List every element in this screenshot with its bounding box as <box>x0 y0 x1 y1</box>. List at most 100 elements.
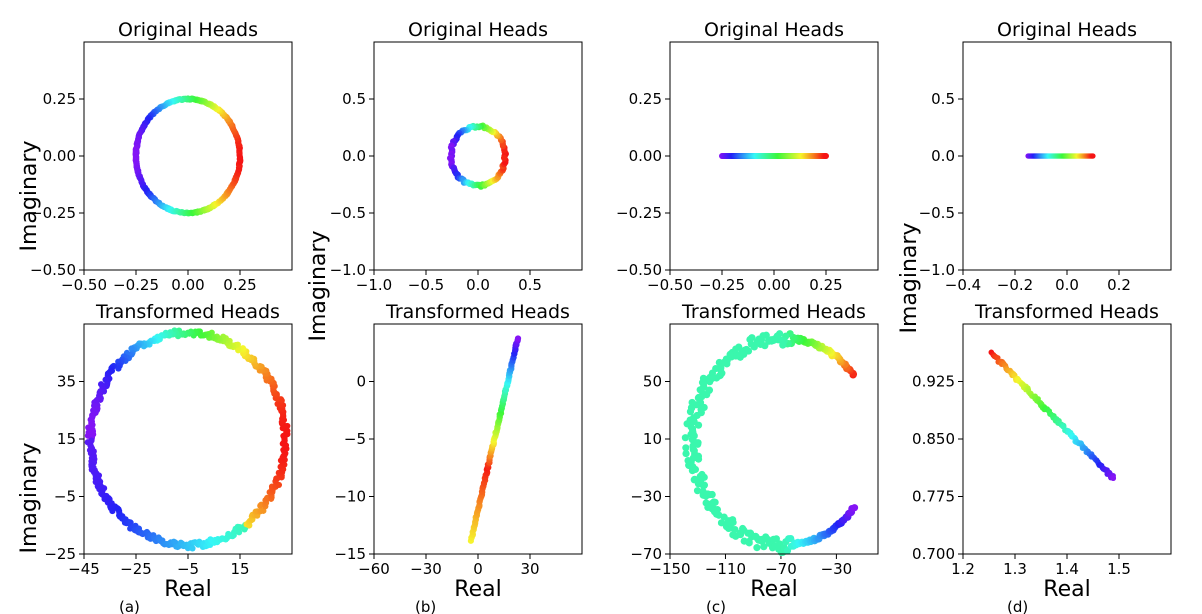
y-tick-label: 0.5 <box>342 90 366 108</box>
data-point <box>700 473 708 481</box>
data-point <box>274 400 281 408</box>
x-tick-label: 0.00 <box>171 276 204 294</box>
x-tick-label: −5 <box>177 560 199 578</box>
x-tick-label: 0.0 <box>466 276 490 294</box>
plot-frame <box>373 323 583 555</box>
x-tick-label: 15 <box>230 560 249 578</box>
data-point <box>731 525 739 534</box>
x-axis-label: Real <box>454 577 501 602</box>
y-tick-label: 0.0 <box>342 147 366 165</box>
y-tick-label: −1.0 <box>330 261 366 279</box>
panel-title: Transformed Heads <box>385 301 570 323</box>
data-point <box>708 490 716 499</box>
x-tick-label: 0.0 <box>1055 276 1079 294</box>
plot-frame <box>962 323 1172 555</box>
y-tick-label: 50 <box>643 373 662 391</box>
data-point <box>753 338 762 346</box>
panel-title: Original Heads <box>997 19 1137 41</box>
plot-frame <box>83 41 293 271</box>
data-point <box>702 492 710 500</box>
data-point <box>753 544 761 552</box>
data-point <box>235 529 243 536</box>
data-point <box>717 519 726 527</box>
y-tick-label: 10 <box>643 430 662 448</box>
x-tick-label: −150 <box>649 560 690 578</box>
caption-c: (c) <box>706 598 726 614</box>
data-point <box>772 535 780 543</box>
plot-frame <box>669 323 879 555</box>
x-tick-label: −30 <box>410 560 442 578</box>
data-point <box>695 393 703 401</box>
y-tick-label: −1.0 <box>919 261 955 279</box>
x-tick-label: −30 <box>821 560 853 578</box>
y-tick-label: −0.5 <box>919 204 955 222</box>
y-tick-label: −25 <box>44 545 76 563</box>
panel-title: Original Heads <box>408 19 548 41</box>
y-tick-label: 0.00 <box>629 147 662 165</box>
x-tick-label: 1.3 <box>1003 560 1027 578</box>
panel-7: Transformed Heads −150 −110 −70 −30 −70 −30 10 5… <box>630 301 879 602</box>
y-tick-label: −5 <box>54 488 76 506</box>
x-tick-label: 30 <box>520 560 539 578</box>
x-tick-label: −1.0 <box>356 276 392 294</box>
panel-title: Transformed Heads <box>681 301 866 323</box>
y-tick-label: 0.5 <box>931 90 955 108</box>
panel-8: Transformed Heads 1.2 1.3 1.4 1.5 0.700 0.775 0… <box>912 301 1172 602</box>
y-tick-label: −30 <box>630 488 662 506</box>
x-tick-label: −0.50 <box>647 276 693 294</box>
plot-frame <box>962 41 1172 271</box>
y-tick-label: 0 <box>356 373 366 391</box>
x-tick-label: −0.50 <box>61 276 107 294</box>
x-axis-label: Real <box>1043 577 1090 602</box>
ylabel-bottom: Imaginary <box>17 443 42 554</box>
panel-4: Original Heads −0.4 −0.2 0.0 0.2 −1.0 −0.5 0.0 0… <box>919 19 1172 294</box>
x-tick-label: 1.5 <box>1107 560 1131 578</box>
x-tick-label: −0.25 <box>699 276 745 294</box>
plot-frame <box>373 41 583 271</box>
data-point <box>850 504 859 512</box>
data-point <box>691 465 700 474</box>
data-point <box>688 398 696 407</box>
y-tick-label: 0.775 <box>912 488 955 506</box>
x-tick-label: 0.00 <box>757 276 790 294</box>
data-point <box>514 335 522 342</box>
data-point <box>500 154 508 162</box>
x-tick-label: 0.25 <box>223 276 256 294</box>
y-tick-label: −5 <box>344 430 366 448</box>
data-point <box>747 340 755 348</box>
y-tick-label: 0.25 <box>629 90 662 108</box>
panel-title: Original Heads <box>704 19 844 41</box>
x-tick-label: 1.2 <box>951 560 975 578</box>
data-point <box>745 539 753 547</box>
x-axis-label: Real <box>164 577 211 602</box>
x-axis-label: Real <box>750 577 797 602</box>
data-point <box>708 374 716 383</box>
data-point <box>760 543 768 551</box>
y-tick-label: −70 <box>630 545 662 563</box>
y-tick-label: 0.0 <box>931 147 955 165</box>
caption-a: (a) <box>119 598 140 614</box>
panel-title: Original Heads <box>118 19 258 41</box>
data-point <box>694 455 703 463</box>
plot-frame <box>83 323 293 555</box>
panel-title: Transformed Heads <box>974 301 1159 323</box>
y-tick-label: 0.00 <box>43 147 76 165</box>
x-tick-label: −70 <box>765 560 797 578</box>
y-tick-label: −0.50 <box>30 261 76 279</box>
y-tick-label: −0.5 <box>330 204 366 222</box>
y-tick-label: 0.700 <box>912 545 955 563</box>
panel-title: Transformed Heads <box>95 301 280 323</box>
data-point <box>1110 475 1117 482</box>
x-tick-label: 1.4 <box>1055 560 1079 578</box>
x-tick-label: 0.2 <box>1107 276 1131 294</box>
y-tick-label: 0.850 <box>912 430 955 448</box>
y-tick-label: −0.25 <box>30 204 76 222</box>
plot-frame <box>669 41 879 271</box>
data-point <box>281 437 288 444</box>
data-point <box>1090 153 1096 159</box>
x-tick-label: −60 <box>358 560 390 578</box>
data-point <box>727 520 735 528</box>
data-point <box>700 482 708 490</box>
